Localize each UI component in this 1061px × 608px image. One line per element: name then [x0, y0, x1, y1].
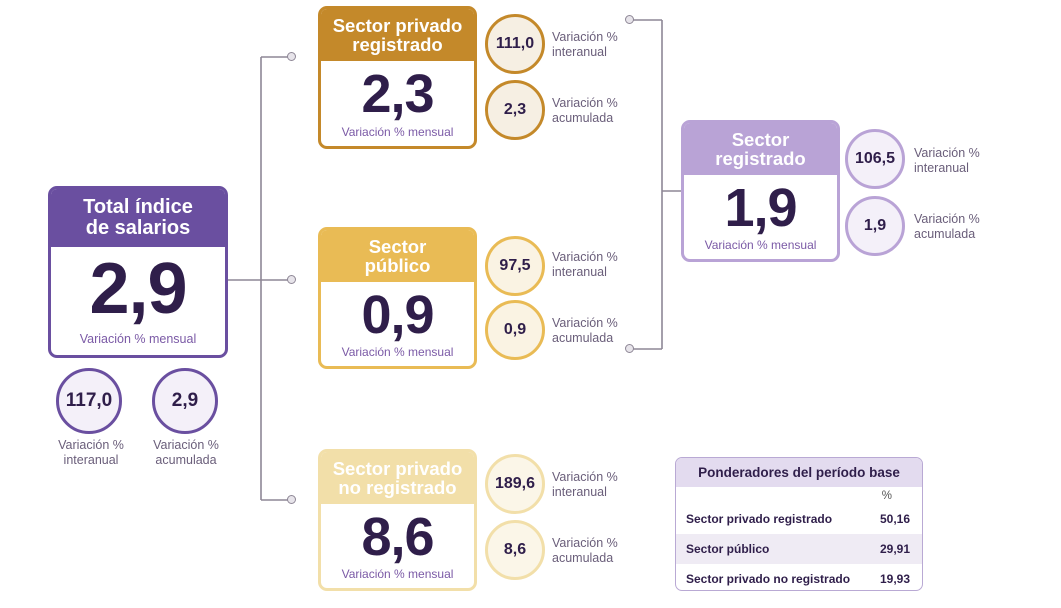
ponderador-value: 19,93 — [879, 572, 910, 586]
registrado-value: 1,9 — [724, 178, 797, 238]
privado-registrado-interanual-circle: 111,0 — [485, 14, 545, 74]
registrado-title: Sector registrado — [684, 123, 837, 175]
ponderador-value: 50,16 — [879, 512, 910, 526]
total-title: Total índice de salarios — [51, 189, 225, 247]
connector-dot — [287, 275, 296, 284]
publico-interanual-label: Variación % interanual — [552, 250, 618, 279]
publico-acumulada-label: Variación % acumulada — [552, 316, 618, 345]
total-acumulada-circle: 2,9 — [152, 368, 218, 434]
privado-registrado-card: Sector privado registrado 2,3 Variación … — [318, 6, 477, 149]
connector-dot — [287, 52, 296, 61]
privado-no-registrado-title: Sector privado no registrado — [321, 452, 474, 504]
ponderador-label: Sector público — [686, 542, 770, 556]
publico-title: Sector público — [321, 230, 474, 282]
table-row: Sector privado no registrado 19,93 — [676, 564, 922, 590]
total-interanual-circle: 117,0 — [56, 368, 122, 434]
publico-card: Sector público 0,9 Variación % mensual — [318, 227, 477, 369]
privado-registrado-caption: Variación % mensual — [341, 125, 454, 139]
privado-registrado-value: 2,3 — [361, 64, 434, 124]
total-acumulada-label: Variación % acumulada — [153, 438, 219, 467]
registrado-interanual-circle: 106,5 — [845, 129, 905, 189]
privado-no-registrado-acumulada-circle: 8,6 — [485, 520, 545, 580]
table-row: Sector público 29,91 — [676, 534, 922, 564]
table-row: Sector privado registrado 50,16 — [676, 504, 922, 534]
privado-registrado-title: Sector privado registrado — [321, 9, 474, 61]
total-card: Total índice de salarios 2,9 Variación %… — [48, 186, 228, 358]
registrado-interanual-label: Variación % interanual — [914, 146, 980, 175]
ponderador-label: Sector privado registrado — [686, 512, 833, 526]
total-caption: Variación % mensual — [79, 332, 197, 346]
privado-registrado-acumulada-circle: 2,3 — [485, 80, 545, 140]
privado-no-registrado-acumulada-label: Variación % acumulada — [552, 536, 618, 565]
publico-caption: Variación % mensual — [341, 345, 454, 359]
ponderadores-title: Ponderadores del período base — [676, 458, 922, 487]
ponderadores-unit: % — [881, 490, 892, 502]
registrado-acumulada-label: Variación % acumulada — [914, 212, 980, 241]
privado-registrado-acumulada-label: Variación % acumulada — [552, 96, 618, 125]
publico-acumulada-circle: 0,9 — [485, 300, 545, 360]
connector-dot — [625, 344, 634, 353]
connector-dot — [287, 495, 296, 504]
privado-no-registrado-caption: Variación % mensual — [341, 567, 454, 581]
registrado-acumulada-circle: 1,9 — [845, 196, 905, 256]
total-value: 2,9 — [89, 249, 187, 329]
privado-registrado-interanual-label: Variación % interanual — [552, 30, 618, 59]
privado-no-registrado-interanual-circle: 189,6 — [485, 454, 545, 514]
privado-no-registrado-value: 8,6 — [361, 507, 434, 567]
privado-no-registrado-interanual-label: Variación % interanual — [552, 470, 618, 499]
privado-no-registrado-card: Sector privado no registrado 8,6 Variaci… — [318, 449, 477, 591]
ponderador-label: Sector privado no registrado — [686, 572, 851, 586]
ponderadores-table: Ponderadores del período base % Sector p… — [675, 457, 923, 591]
total-interanual-label: Variación % interanual — [58, 438, 124, 467]
connector-dot — [625, 15, 634, 24]
ponderador-value: 29,91 — [879, 542, 910, 556]
publico-value: 0,9 — [361, 285, 434, 345]
registrado-card: Sector registrado 1,9 Variación % mensua… — [681, 120, 840, 262]
registrado-caption: Variación % mensual — [704, 238, 817, 252]
publico-interanual-circle: 97,5 — [485, 236, 545, 296]
